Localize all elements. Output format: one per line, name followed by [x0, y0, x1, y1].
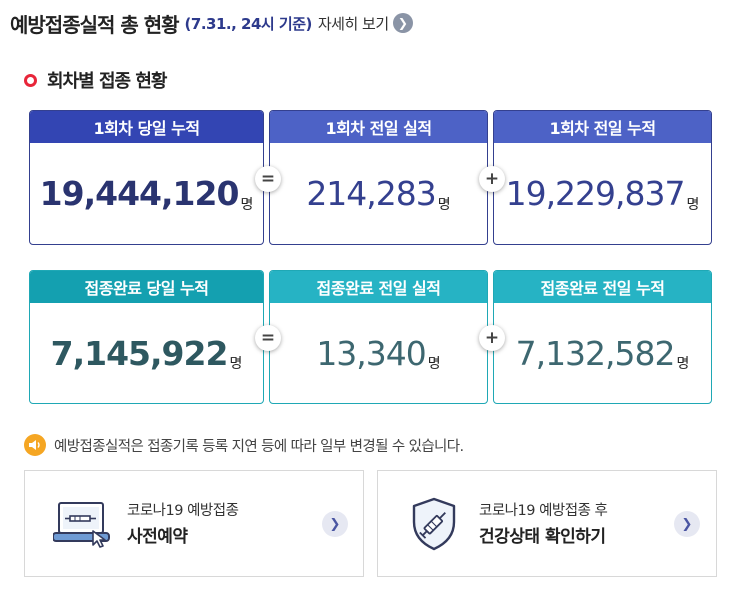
section-heading: 회차별 접종 현황: [24, 68, 167, 92]
card-unit: 명: [686, 197, 700, 213]
card-unit: 명: [427, 356, 441, 372]
view-details-label: 자세히 보기: [317, 14, 389, 33]
notice: 예방접종실적은 접종기록 등록 지연 등에 따라 일부 변경될 수 있습니다.: [24, 432, 464, 458]
first-dose-today-total-card: 1회차 당일 누적 19,444,120 명: [29, 110, 264, 245]
circle-bullet-icon: [24, 73, 37, 87]
completed-prev-day-result-card: 접종완료 전일 실적 13,340 명: [269, 270, 488, 404]
card-unit: 명: [676, 356, 690, 372]
link-subtitle: 코로나19 예방접종: [127, 503, 239, 519]
page-header: 예방접종실적 총 현황 (7.31., 24시 기준) 자세히 보기 ❯: [10, 8, 413, 38]
card-header: 1회차 당일 누적: [30, 111, 263, 143]
link-title: 건강상태 확인하기: [479, 527, 606, 547]
page-title: 예방접종실적 총 현황: [10, 12, 180, 37]
section-title: 회차별 접종 현황: [47, 71, 167, 92]
card-value: 13,340: [316, 333, 426, 373]
shield-syringe-icon: [410, 496, 458, 556]
completed-prev-day-total-card: 접종완료 전일 누적 7,132,582 명: [493, 270, 712, 404]
view-details-link[interactable]: 자세히 보기 ❯: [318, 13, 413, 34]
card-header: 접종완료 당일 누적: [30, 271, 263, 303]
card-value: 19,444,120: [39, 174, 240, 213]
plus-operator: +: [479, 325, 505, 351]
first-dose-prev-day-total-card: 1회차 전일 누적 19,229,837 명: [493, 110, 712, 245]
card-header: 1회차 전일 실적: [270, 111, 487, 143]
first-dose-prev-day-result-card: 1회차 전일 실적 214,283 명: [269, 110, 488, 245]
notice-text: 예방접종실적은 접종기록 등록 지연 등에 따라 일부 변경될 수 있습니다.: [54, 438, 464, 455]
card-header: 접종완료 전일 누적: [494, 271, 711, 303]
card-value: 7,145,922: [50, 333, 229, 373]
link-subtitle: 코로나19 예방접종 후: [479, 503, 608, 519]
card-value: 19,229,837: [505, 174, 686, 213]
card-unit: 명: [240, 197, 254, 213]
chevron-right-icon[interactable]: ❯: [322, 511, 348, 537]
card-value: 7,132,582: [515, 333, 676, 373]
plus-operator: +: [479, 166, 505, 192]
card-unit: 명: [437, 197, 451, 213]
basis-date: (7.31., 24시 기준): [184, 14, 313, 33]
chevron-right-icon: ❯: [392, 13, 413, 33]
chevron-right-icon[interactable]: ❯: [674, 511, 700, 537]
link-title: 사전예약: [127, 527, 188, 547]
equals-operator: =: [255, 325, 281, 351]
card-unit: 명: [229, 356, 243, 372]
laptop-syringe-icon: [52, 499, 113, 555]
completed-today-total-card: 접종완료 당일 누적 7,145,922 명: [29, 270, 264, 404]
equals-operator: =: [255, 166, 281, 192]
speaker-icon: [24, 434, 46, 456]
card-header: 1회차 전일 누적: [494, 111, 711, 143]
card-value: 214,283: [306, 174, 436, 213]
card-header: 접종완료 전일 실적: [270, 271, 487, 303]
pre-reservation-link[interactable]: 코로나19 예방접종 사전예약 ❯: [24, 470, 364, 577]
health-check-link[interactable]: 코로나19 예방접종 후 건강상태 확인하기 ❯: [377, 470, 717, 577]
